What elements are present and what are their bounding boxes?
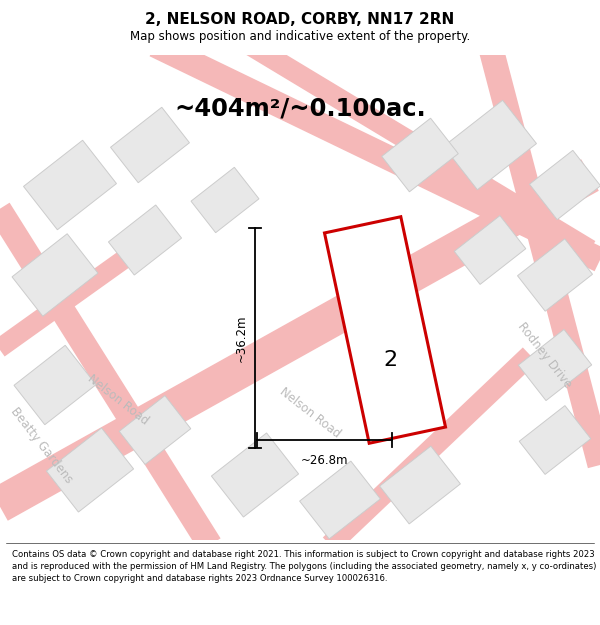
Polygon shape (14, 345, 96, 425)
Polygon shape (382, 118, 458, 192)
Text: ~36.2m: ~36.2m (235, 314, 248, 362)
Polygon shape (119, 396, 191, 464)
Polygon shape (191, 168, 259, 232)
Text: Beatty Gardens: Beatty Gardens (8, 404, 76, 486)
Polygon shape (380, 446, 460, 524)
Polygon shape (109, 205, 182, 275)
Text: Contains OS data © Crown copyright and database right 2021. This information is : Contains OS data © Crown copyright and d… (12, 550, 596, 582)
Polygon shape (454, 216, 526, 284)
Polygon shape (23, 140, 116, 230)
Text: Nelson Road: Nelson Road (277, 385, 343, 441)
Polygon shape (519, 406, 591, 474)
Polygon shape (325, 217, 445, 443)
Text: ~26.8m: ~26.8m (301, 454, 348, 467)
Text: ~404m²/~0.100ac.: ~404m²/~0.100ac. (174, 97, 426, 121)
Polygon shape (518, 239, 592, 311)
Text: 2: 2 (383, 350, 397, 370)
Text: Nelson Road: Nelson Road (85, 372, 151, 428)
Polygon shape (443, 100, 536, 190)
Polygon shape (299, 461, 380, 539)
Polygon shape (110, 107, 190, 182)
Polygon shape (46, 428, 134, 512)
Polygon shape (529, 151, 600, 219)
Polygon shape (12, 234, 98, 316)
Polygon shape (518, 329, 592, 401)
Text: Rodney Drive: Rodney Drive (515, 319, 575, 391)
Text: Map shows position and indicative extent of the property.: Map shows position and indicative extent… (130, 30, 470, 43)
Polygon shape (211, 433, 299, 517)
Text: 2, NELSON ROAD, CORBY, NN17 2RN: 2, NELSON ROAD, CORBY, NN17 2RN (145, 12, 455, 27)
